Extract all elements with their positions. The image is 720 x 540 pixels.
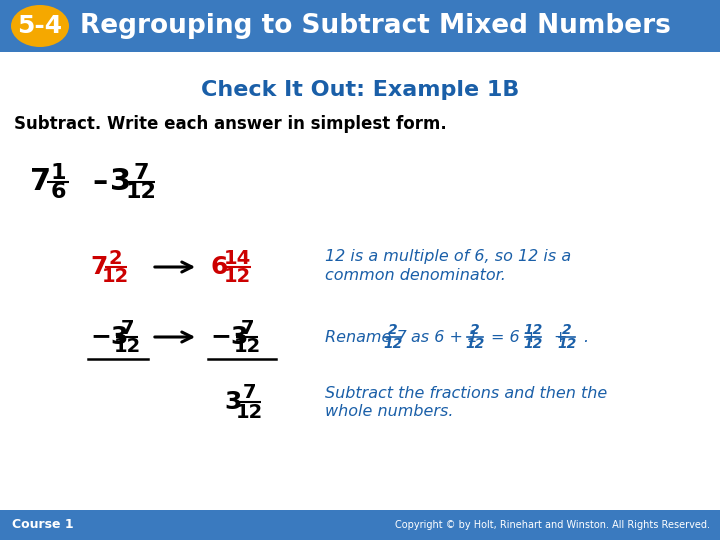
Text: 7: 7 — [240, 319, 254, 338]
Text: 3: 3 — [110, 167, 131, 197]
Text: 6: 6 — [210, 255, 228, 279]
Text: 12: 12 — [465, 337, 485, 351]
Text: Check It Out: Example 1B: Check It Out: Example 1B — [201, 80, 519, 100]
Text: 7: 7 — [121, 319, 134, 338]
Text: 12: 12 — [523, 323, 543, 337]
Text: 12: 12 — [114, 338, 141, 356]
Text: 7: 7 — [243, 383, 256, 402]
Text: Copyright © by Holt, Rinehart and Winston. All Rights Reserved.: Copyright © by Holt, Rinehart and Winsto… — [395, 520, 710, 530]
Text: 7: 7 — [30, 167, 51, 197]
Text: whole numbers.: whole numbers. — [325, 404, 454, 420]
Text: 12: 12 — [383, 337, 402, 351]
Text: Subtract. Write each answer in simplest form.: Subtract. Write each answer in simplest … — [14, 115, 446, 133]
Text: = 6 +: = 6 + — [491, 329, 538, 345]
Text: Course 1: Course 1 — [12, 518, 73, 531]
Text: 12: 12 — [236, 402, 264, 422]
Text: 2: 2 — [388, 323, 398, 337]
Text: 2: 2 — [109, 248, 122, 267]
Text: 1: 1 — [50, 163, 66, 183]
Text: 2: 2 — [562, 323, 572, 337]
Text: −3: −3 — [90, 325, 128, 349]
Text: 12: 12 — [224, 267, 251, 287]
Ellipse shape — [11, 5, 69, 47]
Text: 2: 2 — [470, 323, 480, 337]
Text: 6: 6 — [50, 182, 66, 202]
Bar — [0, 510, 720, 540]
Text: 12: 12 — [126, 182, 157, 202]
Text: +: + — [553, 329, 567, 345]
Text: common denominator.: common denominator. — [325, 268, 506, 284]
Text: 12: 12 — [557, 337, 577, 351]
Text: 12 is a multiple of 6, so 12 is a: 12 is a multiple of 6, so 12 is a — [325, 249, 571, 265]
Text: Subtract the fractions and then the: Subtract the fractions and then the — [325, 387, 607, 402]
Text: 12: 12 — [523, 337, 543, 351]
Text: 3: 3 — [224, 390, 241, 414]
Bar — [0, 0, 720, 52]
Text: as 6 + 1: as 6 + 1 — [411, 329, 478, 345]
Text: 12: 12 — [102, 267, 130, 287]
Text: 12: 12 — [234, 338, 261, 356]
Text: 7: 7 — [133, 163, 149, 183]
Text: 5-4: 5-4 — [17, 14, 63, 38]
Text: 7: 7 — [90, 255, 107, 279]
Text: −3: −3 — [210, 325, 248, 349]
Text: –: – — [92, 167, 107, 197]
Text: .: . — [583, 329, 588, 345]
Text: Rename 7: Rename 7 — [325, 329, 407, 345]
Text: Regrouping to Subtract Mixed Numbers: Regrouping to Subtract Mixed Numbers — [80, 13, 671, 39]
Text: 14: 14 — [224, 248, 251, 267]
